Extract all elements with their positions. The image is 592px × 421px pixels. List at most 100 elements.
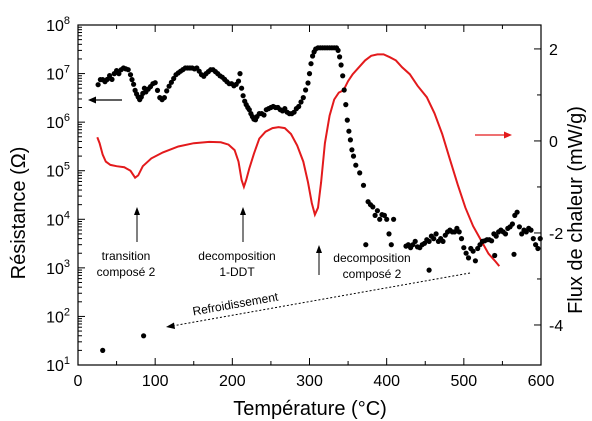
- resistance-point: [472, 258, 478, 264]
- resistance-point: [335, 47, 341, 54]
- resistance-point: [107, 73, 113, 79]
- resistance-series: [95, 45, 543, 353]
- resistance-point: [168, 79, 174, 85]
- y-left-tick-label: 105: [46, 161, 70, 181]
- resistance-point: [463, 250, 469, 256]
- resistance-point: [310, 53, 316, 59]
- resistance-point: [493, 233, 499, 239]
- annotation-compose2-line2: composé 2: [343, 267, 402, 281]
- resistance-cooling-point: [141, 333, 147, 339]
- resistance-point: [535, 245, 541, 252]
- annotation-1ddt-line1: decomposition: [198, 249, 275, 263]
- resistance-point: [343, 102, 349, 108]
- resistance-point: [346, 128, 352, 134]
- resistance-point: [516, 224, 523, 230]
- resistance-cooling-point: [100, 347, 106, 353]
- resistance-point: [461, 245, 467, 251]
- resistance-point: [164, 88, 170, 94]
- resistance-point: [350, 153, 357, 159]
- resistance-point: [104, 76, 110, 82]
- resistance-point: [131, 81, 137, 87]
- resistance-point: [125, 67, 131, 73]
- resistance-point: [431, 236, 437, 242]
- resistance-point: [166, 83, 172, 89]
- resistance-point: [514, 209, 520, 215]
- resistance-point: [127, 72, 134, 78]
- annotation-compose2-line1: decomposition: [333, 251, 410, 265]
- resistance-point: [246, 107, 252, 113]
- resistance-point: [357, 170, 363, 176]
- resistance-point: [171, 75, 177, 82]
- annotation-refroidissement: Refroidissement: [191, 290, 279, 319]
- x-axis-label: Température (°C): [233, 398, 387, 420]
- resistance-point: [261, 112, 267, 118]
- annotation-arrow-transition: [134, 207, 140, 242]
- resistance-point: [388, 242, 394, 248]
- resistance-point: [338, 62, 344, 68]
- resistance-point: [340, 73, 346, 79]
- resistance-point: [237, 71, 243, 77]
- resistance-point: [433, 231, 439, 237]
- y-right-tick-label: 0: [549, 134, 558, 151]
- resistance-point: [374, 208, 380, 214]
- resistance-cooling-point: [492, 252, 498, 259]
- resistance-point: [412, 238, 418, 244]
- right-axis-arrow: [475, 131, 512, 139]
- x-tick-label: 0: [74, 373, 83, 390]
- x-tick-label: 100: [142, 373, 169, 390]
- x-tick-label: 200: [219, 373, 246, 390]
- resistance-cooling-point: [426, 267, 432, 273]
- resistance-point: [240, 93, 246, 99]
- y-left-tick-label: 103: [46, 258, 70, 278]
- annotation-arrow-1ddt: [240, 207, 246, 242]
- y-left-tick-label: 102: [46, 306, 70, 326]
- heat-flow-curve: [96, 53, 501, 267]
- resistance-point: [381, 212, 387, 218]
- resistance-point: [370, 204, 376, 210]
- resistance-point: [308, 61, 314, 67]
- resistance-point: [533, 242, 539, 248]
- y-right-tick-label: -4: [549, 318, 563, 335]
- annotation-arrow-refroidissement: [166, 272, 471, 329]
- x-tick-label: 400: [373, 373, 400, 390]
- resistance-point: [337, 54, 343, 60]
- resistance-point: [458, 236, 465, 242]
- resistance-point: [465, 255, 472, 261]
- resistance-point: [537, 236, 543, 242]
- left-axis-arrow: [88, 96, 122, 104]
- resistance-point: [305, 80, 311, 86]
- resistance-point: [386, 231, 392, 237]
- resistance-point: [426, 238, 432, 244]
- x-tick-label: 300: [296, 373, 323, 390]
- y-left-tick-label: 107: [46, 64, 70, 84]
- x-tick-label: 600: [528, 373, 555, 390]
- resistance-point: [109, 76, 115, 82]
- resistance-point: [154, 87, 161, 93]
- annotation-1ddt-line2: 1-DDT: [219, 265, 255, 279]
- resistance-point: [360, 182, 367, 188]
- resistance-point: [235, 78, 242, 84]
- y-right-axis-label: Flux de chaleur (mW/g): [565, 106, 587, 314]
- plot-frame: [77, 24, 542, 366]
- resistance-point: [298, 99, 304, 105]
- resistance-point: [341, 87, 347, 93]
- resistance-point: [391, 216, 397, 222]
- resistance-point: [306, 71, 313, 77]
- y-left-tick-label: 106: [46, 112, 70, 132]
- resistance-point: [296, 103, 302, 110]
- resistance-point: [116, 71, 122, 77]
- resistance-point: [95, 82, 101, 88]
- resistance-point: [372, 212, 378, 218]
- resistance-point: [347, 137, 353, 143]
- resistance-point: [528, 227, 534, 233]
- x-tick-label: 500: [450, 373, 477, 390]
- resistance-point: [129, 77, 135, 83]
- resistance-point: [152, 80, 158, 86]
- resistance-point: [509, 221, 515, 227]
- resistance-point: [344, 117, 350, 123]
- annotation-arrow-compose2: [316, 245, 322, 275]
- resistance-point: [353, 162, 359, 168]
- resistance-cooling-point: [511, 251, 517, 257]
- resistance-point: [384, 216, 390, 222]
